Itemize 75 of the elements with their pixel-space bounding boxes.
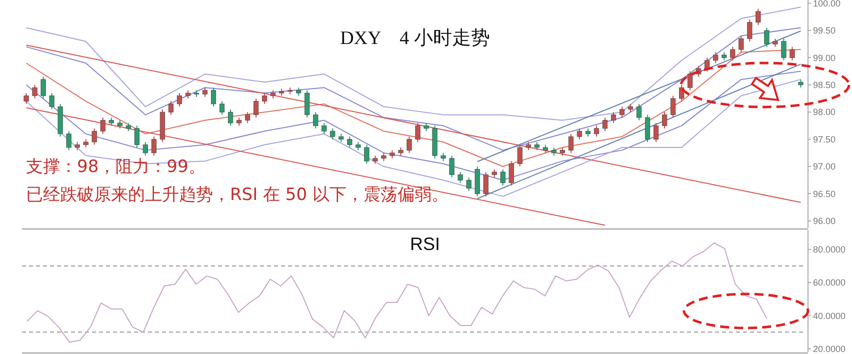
candlestick [322,122,327,134]
candlestick [756,8,761,26]
candlestick [662,112,668,129]
candlestick [32,84,38,99]
candlestick [645,114,650,143]
candlestick [654,122,659,143]
candlestick [670,95,676,118]
y-tick-label: 97.50 [813,134,836,144]
candlestick [466,176,472,192]
y-tick-label: 20.0000 [813,344,846,354]
candlestick [730,46,736,61]
candlestick [619,106,625,118]
y-tick-label: 98.00 [813,107,836,118]
candlestick [100,117,106,134]
candlestick [738,35,744,53]
annotation: 支撑：98，阻力：99。 [26,157,206,177]
y-tick-label: 40.0000 [813,310,846,321]
candlestick [790,46,795,61]
candlestick [151,136,156,156]
y-tick-label: 96.00 [813,216,836,226]
candlestick [142,142,148,156]
candlestick [254,98,259,118]
candlestick [594,125,600,138]
candlestick [576,128,582,140]
y-tick-label: 96.50 [813,188,836,199]
candlestick [40,76,46,99]
candlestick [704,57,710,72]
y-tick-label: 98.50 [813,80,836,90]
text: DXY 4 小时走势 [340,28,490,49]
candlestick [483,171,488,197]
y-tick-label: 99.50 [813,26,836,36]
annotation: 已经跌破原来的上升趋势，RSI 在 50 以下，震荡偏弱。 [26,185,448,205]
candlestick [202,87,208,98]
chart-title: RSI [410,234,440,254]
y-tick-label: 60.0000 [813,278,846,288]
candlestick [602,117,608,132]
candlestick [406,136,412,154]
candlestick [764,27,770,48]
candlestick [449,155,454,178]
line-series [26,6,802,121]
y-tick-label: 99.00 [813,52,836,63]
candlestick [24,92,29,104]
candlestick [568,133,574,154]
candlestick [364,144,370,164]
candlestick [781,38,786,61]
candlestick [636,103,642,121]
candlestick [219,100,225,116]
candlestick [66,130,72,151]
candlestick [747,19,752,42]
candlestick [313,112,318,129]
candlestick [347,136,352,148]
candlestick [688,70,693,91]
candlestick [304,90,310,118]
y-tick-label: 97.00 [813,162,836,172]
candlestick [262,92,268,104]
candlestick [500,168,506,186]
candlestick [330,128,336,140]
candlestick [168,100,174,116]
line-series [26,27,802,151]
candlestick [210,87,216,108]
y-tick-label: 100.00 [813,0,841,8]
candlestick [134,125,140,148]
candlestick [517,144,522,168]
candlestick [415,122,420,143]
candlestick [49,92,54,110]
candlestick [92,128,97,146]
candlestick [679,84,684,102]
candlestick [176,92,182,108]
candlestick [458,171,463,184]
candlestick [610,112,616,124]
candlestick [228,108,234,126]
candlestick [713,52,718,64]
candlestick [245,112,250,124]
y-tick-label: 80.0000 [813,244,846,255]
candlestick [508,160,514,186]
